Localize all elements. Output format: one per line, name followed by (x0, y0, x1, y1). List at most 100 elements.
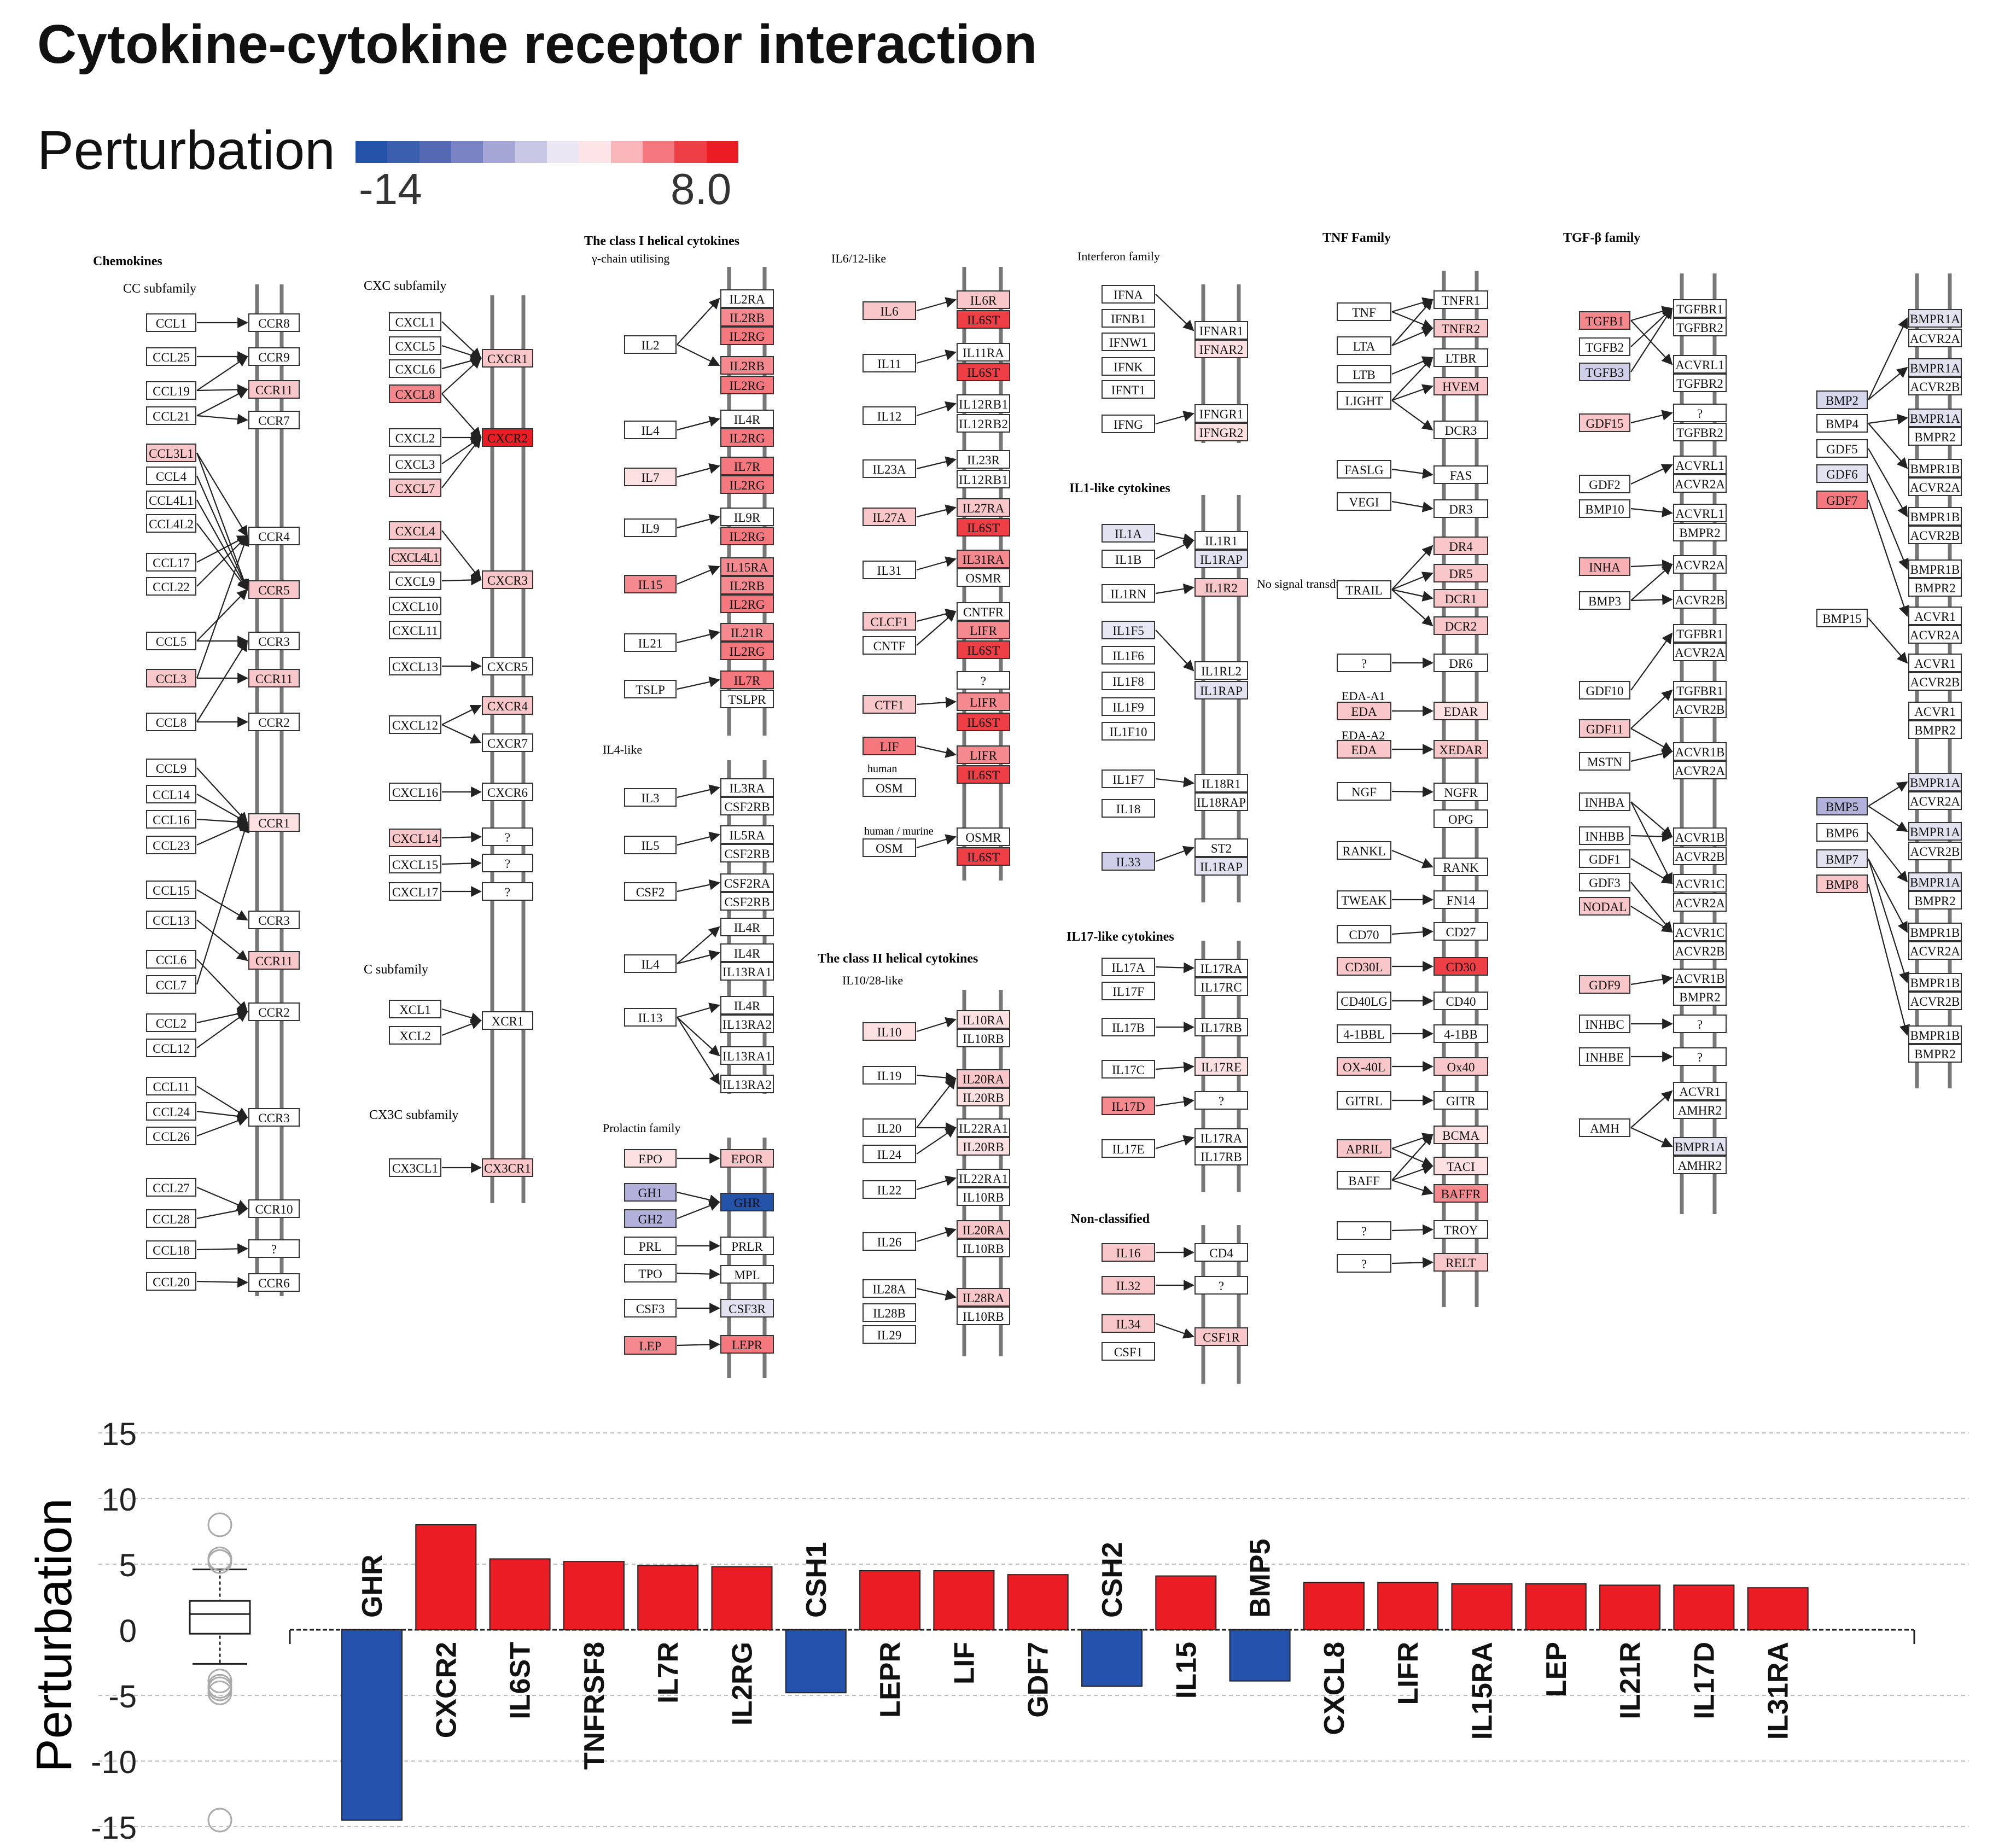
receptor-box (720, 1265, 774, 1284)
receptor-label: IL17RB (1201, 1150, 1242, 1164)
receptor-label: IL4R (734, 413, 761, 427)
receptor-box (1194, 404, 1248, 423)
ligand-node: IL12 (863, 406, 916, 425)
ligand-label: OSM (876, 842, 903, 855)
receptor-box (957, 394, 1010, 413)
receptor-box (720, 642, 774, 660)
receptor-box (957, 363, 1010, 381)
receptor-box (1194, 321, 1248, 340)
receptor-label: CCR11 (255, 954, 293, 968)
ligand-box (389, 783, 441, 801)
ligand-label: XCL2 (399, 1029, 431, 1043)
ligand-label: CXCL11 (392, 624, 438, 638)
receptor-node: IL1RAP (1194, 857, 1248, 876)
ligand-node: VEGI (1337, 492, 1391, 511)
ligand-box (1337, 302, 1391, 321)
bar-label: LEPR (875, 1642, 906, 1718)
receptor-box (482, 733, 533, 752)
interaction-arrow (916, 401, 957, 417)
ligand-label: CCL9 (156, 762, 187, 776)
ligand-box (389, 454, 441, 473)
y-tick-labels: 15 10 5 0 -5 -10 -15 (91, 1416, 137, 1846)
interaction-arrow (1391, 1257, 1433, 1268)
ligand-label: CCL24 (153, 1105, 190, 1119)
receptor-node: ST2 (1194, 838, 1248, 857)
ligand-node: IL1RN (1102, 584, 1155, 603)
interaction-arrow (916, 697, 957, 708)
ligand-node: IL28A (863, 1279, 916, 1298)
legend-min-label: -14 (359, 165, 422, 213)
bar-il31ra (1747, 1587, 1809, 1630)
interaction-arrow (1155, 532, 1194, 544)
ligand-box (863, 354, 916, 372)
receptor-label: ? (981, 674, 986, 688)
receptor-node: ? (957, 671, 1010, 690)
ligand-box (624, 836, 677, 854)
receptor-label: IL10RB (963, 1310, 1004, 1324)
receptor-node: IL7R (720, 457, 774, 475)
receptor-node: IL13RA2 (720, 1015, 774, 1033)
receptor-label: IL28RA (963, 1291, 1005, 1305)
ligand-node: IL23A (863, 459, 916, 478)
ligand-box (1102, 550, 1155, 568)
receptor-label: IL6ST (967, 366, 1000, 380)
receptor-box (482, 882, 533, 901)
ligand-box (863, 1022, 916, 1041)
receptor-box (720, 623, 774, 642)
receptor-box (248, 580, 300, 599)
bar-il15 (1155, 1575, 1217, 1631)
interaction-arrow (196, 1186, 248, 1210)
ligand-label: IFNA (1114, 288, 1143, 302)
ligand-node: CCL17 (146, 553, 196, 572)
group-subtitle-prolactin: Prolactin family (603, 1121, 680, 1135)
receptor-node: IL10RB (957, 1239, 1010, 1257)
receptor-box (957, 745, 1010, 764)
receptor-box (957, 1220, 1010, 1239)
interaction-arrow (1867, 473, 1909, 570)
receptor-label: IL2RB (730, 311, 765, 325)
ligand-box (146, 467, 196, 485)
ligand-label: IL11 (877, 357, 901, 371)
receptor-node: IL10RA (957, 1010, 1010, 1029)
receptor-node: CCR11 (248, 380, 300, 399)
receptor-node: IL6ST (957, 363, 1010, 381)
bar-label: IL15RA (1467, 1642, 1499, 1740)
ligand-node: CXCL16 (389, 783, 441, 801)
receptor-box (248, 632, 300, 650)
interaction-arrow (196, 1276, 248, 1288)
interaction-arrow (677, 949, 720, 965)
ligand-node: OSM (863, 838, 916, 857)
group-title-chemokines: Chemokines (93, 254, 162, 269)
ligand-node: CSF2 (624, 882, 677, 901)
receptor-node: CCR8 (248, 313, 300, 332)
interaction-arrow (1868, 617, 1908, 664)
interaction-arrow (916, 1017, 957, 1033)
receptor-node: CCR3 (248, 911, 300, 929)
receptor-box (720, 690, 774, 708)
receptor-box (720, 327, 774, 345)
receptor-node: ? (248, 1239, 300, 1258)
ligand-box (1102, 1060, 1155, 1079)
receptor-box (957, 518, 1010, 537)
ligand-label: IL28B (873, 1307, 906, 1320)
interaction-arrow (677, 1268, 720, 1280)
ligand-box (146, 759, 196, 777)
receptor-box (248, 1199, 300, 1218)
bar-label: LEP (1541, 1642, 1572, 1697)
receptor-node: OSMR (957, 568, 1010, 587)
ligand-box (1102, 769, 1155, 788)
ligand-label: VEGI (1349, 495, 1379, 509)
interaction-arrow (1391, 545, 1433, 590)
interaction-arrow (196, 1243, 248, 1255)
ligand-node: IL15 (624, 575, 677, 593)
ligand-label: TSLP (636, 683, 665, 697)
ligand-label: IL27A (872, 511, 906, 524)
receptor-label: IL31RA (963, 553, 1005, 567)
ligand-node: CXCL15 (389, 855, 441, 873)
y-tick-label: -15 (91, 1810, 137, 1846)
ligand-label: GH1 (638, 1186, 663, 1200)
receptor-node: IFNAR1 (1194, 321, 1248, 340)
receptor-box (1194, 1057, 1248, 1076)
ligand-label: IL1B (1115, 553, 1142, 567)
receptor-box (482, 570, 533, 589)
